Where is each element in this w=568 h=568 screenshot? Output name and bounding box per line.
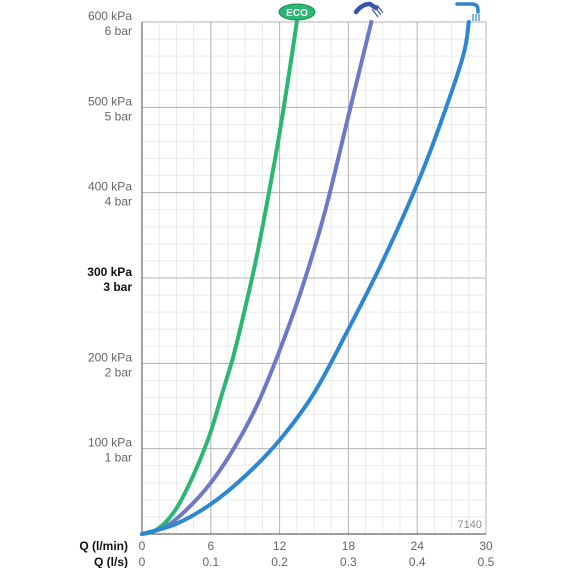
x-tick-label-secondary: 0.1 bbox=[202, 555, 219, 568]
y-tick-label-kpa: 400 kPa bbox=[88, 180, 132, 194]
x-tick-label-primary: 6 bbox=[207, 539, 214, 553]
x-tick-label-secondary: 0.2 bbox=[271, 555, 288, 568]
x-tick-label-secondary: 0.4 bbox=[409, 555, 426, 568]
overhead-shower-icon bbox=[455, 2, 480, 21]
x-tick-labels: 0 0 6 0.1 12 0.2 18 0.3 24 0.4 30 0.5 bbox=[139, 539, 495, 568]
chart-code: 7140 bbox=[458, 519, 482, 531]
y-tick-label-bar: 6 bar bbox=[105, 24, 132, 38]
x-tick-label-secondary: 0.3 bbox=[340, 555, 357, 568]
y-tick-label-kpa: 600 kPa bbox=[88, 9, 132, 23]
y-tick-label-kpa: 200 kPa bbox=[88, 350, 132, 364]
x-axis-label-primary: Q (l/min) bbox=[79, 539, 128, 553]
y-tick-label-kpa: 100 kPa bbox=[88, 436, 132, 450]
x-tick-label-primary: 18 bbox=[342, 539, 356, 553]
x-axis-label-secondary: Q (l/s) bbox=[94, 555, 128, 568]
eco-badge-label: ECO bbox=[286, 8, 308, 19]
series-layer bbox=[140, 20, 471, 536]
y-tick-label-bar: 4 bar bbox=[105, 195, 132, 209]
y-tick-label-kpa: 300 kPa bbox=[87, 265, 132, 279]
y-tick-label-bar: 5 bar bbox=[105, 109, 132, 123]
series-line-2 bbox=[140, 20, 374, 536]
y-tick-label-bar: 1 bar bbox=[105, 451, 132, 465]
x-tick-label-secondary: 0 bbox=[139, 555, 146, 568]
x-tick-label-secondary: 0.5 bbox=[478, 555, 495, 568]
hand-shower-icon bbox=[353, 1, 384, 18]
y-tick-label-bar: 3 bar bbox=[103, 280, 132, 294]
eco-badge: ECO bbox=[278, 3, 316, 21]
y-tick-label-bar: 2 bar bbox=[105, 365, 132, 379]
major-grid bbox=[142, 21, 487, 534]
y-tick-label-kpa: 500 kPa bbox=[88, 94, 132, 108]
series-line-1 bbox=[140, 20, 299, 536]
x-tick-label-primary: 24 bbox=[411, 539, 425, 553]
x-tick-label-primary: 0 bbox=[139, 539, 146, 553]
x-tick-label-primary: 30 bbox=[479, 539, 493, 553]
series-line-3 bbox=[140, 20, 471, 536]
x-tick-label-primary: 12 bbox=[273, 539, 287, 553]
